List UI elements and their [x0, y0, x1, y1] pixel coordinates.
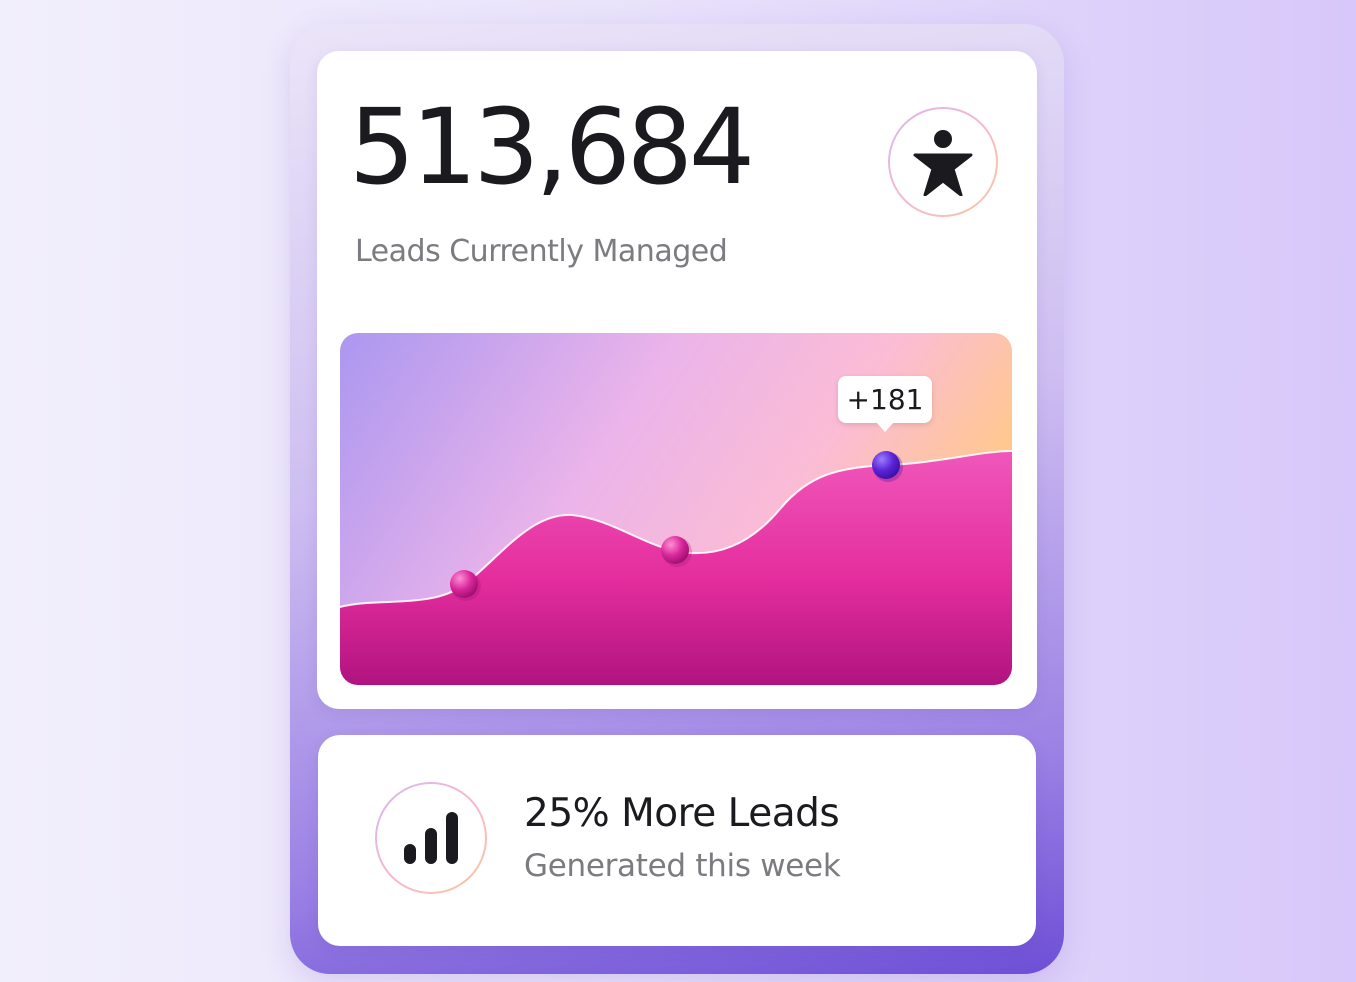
person-icon-badge	[888, 107, 998, 217]
leads-count: 513,684	[349, 86, 755, 208]
bar-chart-icon	[404, 812, 458, 864]
growth-title: 25% More Leads	[524, 791, 840, 836]
chart-point	[450, 570, 481, 601]
chart-point-highlight[interactable]	[872, 451, 903, 482]
growth-subtitle: Generated this week	[524, 848, 841, 884]
leads-count-label: Leads Currently Managed	[355, 234, 728, 269]
growth-card: 25% More Leads Generated this week	[318, 735, 1036, 946]
leads-chart: +181	[340, 333, 1012, 685]
point-tooltip: +181	[838, 376, 932, 432]
chart-point	[661, 536, 692, 567]
leads-card: 513,684 Leads Currently Managed	[317, 51, 1037, 709]
chart-area	[340, 451, 1012, 685]
person-star-icon	[913, 130, 973, 196]
bar-chart-icon-badge	[375, 782, 487, 894]
